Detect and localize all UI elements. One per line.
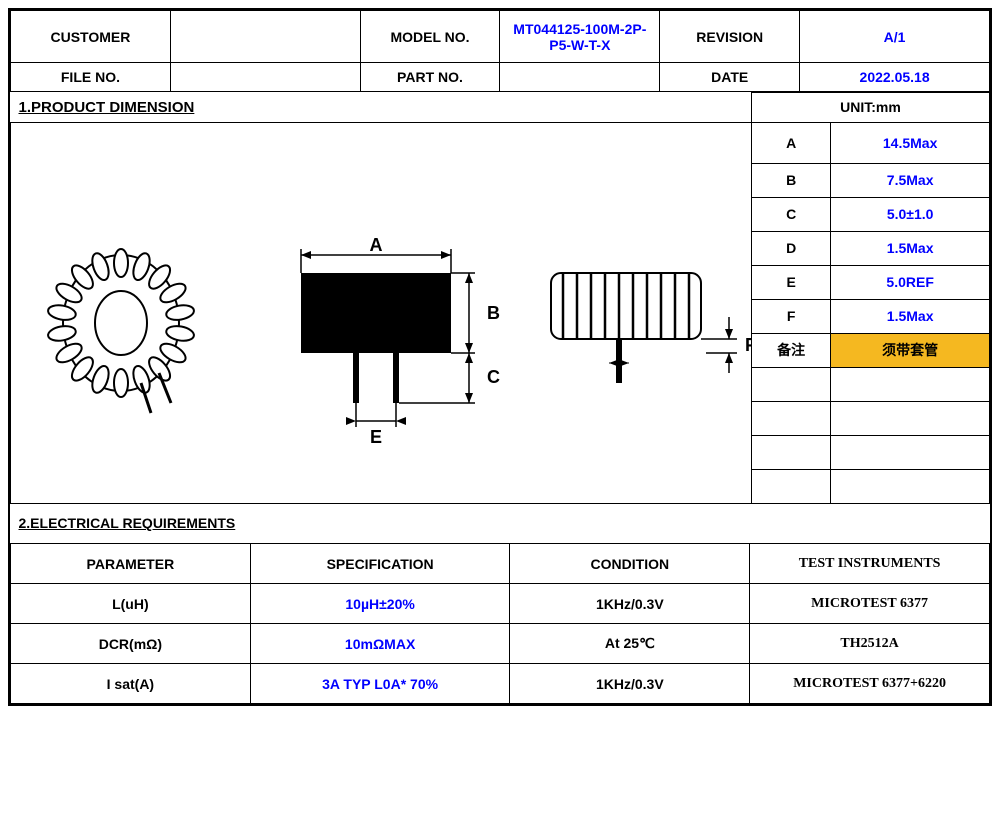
note-key: 备注	[752, 333, 831, 367]
r1-cond: 1KHz/0.3V	[510, 584, 750, 624]
dim-d-key: D	[752, 231, 831, 265]
fileno-label: FILE NO.	[11, 63, 171, 92]
dim-e-val: 5.0REF	[831, 265, 990, 299]
customer-label: CUSTOMER	[11, 11, 171, 63]
dim-e-label: E	[370, 427, 382, 447]
model-value: MT044125-100M-2P-P5-W-T-X	[500, 11, 660, 63]
r1-inst: MICROTEST 6377	[750, 584, 990, 624]
section1-title: 1.PRODUCT DIMENSION	[11, 93, 752, 123]
r1-param: L(uH)	[11, 584, 251, 624]
fileno-value	[170, 63, 360, 92]
header-inst: TEST INSTRUMENTS	[750, 544, 990, 584]
product-diagram: A B C	[11, 123, 751, 503]
empty-cell	[752, 469, 831, 503]
diagram-cell: A B C	[11, 122, 752, 503]
dim-a-key: A	[752, 122, 831, 163]
dim-d-val: 1.5Max	[831, 231, 990, 265]
r1-spec: 10µH±20%	[250, 584, 510, 624]
dim-c-key: C	[752, 197, 831, 231]
unit-label: UNIT:mm	[752, 93, 990, 123]
dim-f-key: F	[752, 299, 831, 333]
section2-table: 2.ELECTRICAL REQUIREMENTS PARAMETER SPEC…	[10, 504, 990, 705]
date-value: 2022.05.18	[800, 63, 990, 92]
revision-label: REVISION	[660, 11, 800, 63]
r3-inst: MICROTEST 6377+6220	[750, 664, 990, 704]
empty-cell	[752, 435, 831, 469]
r3-cond: 1KHz/0.3V	[510, 664, 750, 704]
dim-a-label: A	[370, 235, 383, 255]
header-param: PARAMETER	[11, 544, 251, 584]
empty-cell	[831, 367, 990, 401]
partno-label: PART NO.	[360, 63, 500, 92]
r2-cond: At 25℃	[510, 624, 750, 664]
empty-cell	[831, 469, 990, 503]
r3-spec: 3A TYP L0A* 70%	[250, 664, 510, 704]
r2-spec: 10mΩMAX	[250, 624, 510, 664]
empty-cell	[752, 367, 831, 401]
empty-cell	[831, 435, 990, 469]
dim-c-label: C	[487, 367, 500, 387]
dim-f-val: 1.5Max	[831, 299, 990, 333]
datasheet: CUSTOMER MODEL NO. MT044125-100M-2P-P5-W…	[8, 8, 992, 706]
dim-b-key: B	[752, 163, 831, 197]
note-val: 须带套管	[831, 333, 990, 367]
date-label: DATE	[660, 63, 800, 92]
section1-table: 1.PRODUCT DIMENSION UNIT:mm	[10, 92, 990, 504]
r3-param: I sat(A)	[11, 664, 251, 704]
dim-b-val: 7.5Max	[831, 163, 990, 197]
r2-param: DCR(mΩ)	[11, 624, 251, 664]
header-cond: CONDITION	[510, 544, 750, 584]
customer-value	[170, 11, 360, 63]
empty-cell	[831, 401, 990, 435]
r2-inst: TH2512A	[750, 624, 990, 664]
model-label: MODEL NO.	[360, 11, 500, 63]
dim-c-val: 5.0±1.0	[831, 197, 990, 231]
dim-b-label: B	[487, 303, 500, 323]
header-spec: SPECIFICATION	[250, 544, 510, 584]
dim-e-key: E	[752, 265, 831, 299]
revision-value: A/1	[800, 11, 990, 63]
header-table: CUSTOMER MODEL NO. MT044125-100M-2P-P5-W…	[10, 10, 990, 92]
empty-cell	[752, 401, 831, 435]
section2-title: 2.ELECTRICAL REQUIREMENTS	[11, 504, 990, 544]
dim-a-val: 14.5Max	[831, 122, 990, 163]
dim-f-label: F	[745, 335, 751, 355]
partno-value	[500, 63, 660, 92]
